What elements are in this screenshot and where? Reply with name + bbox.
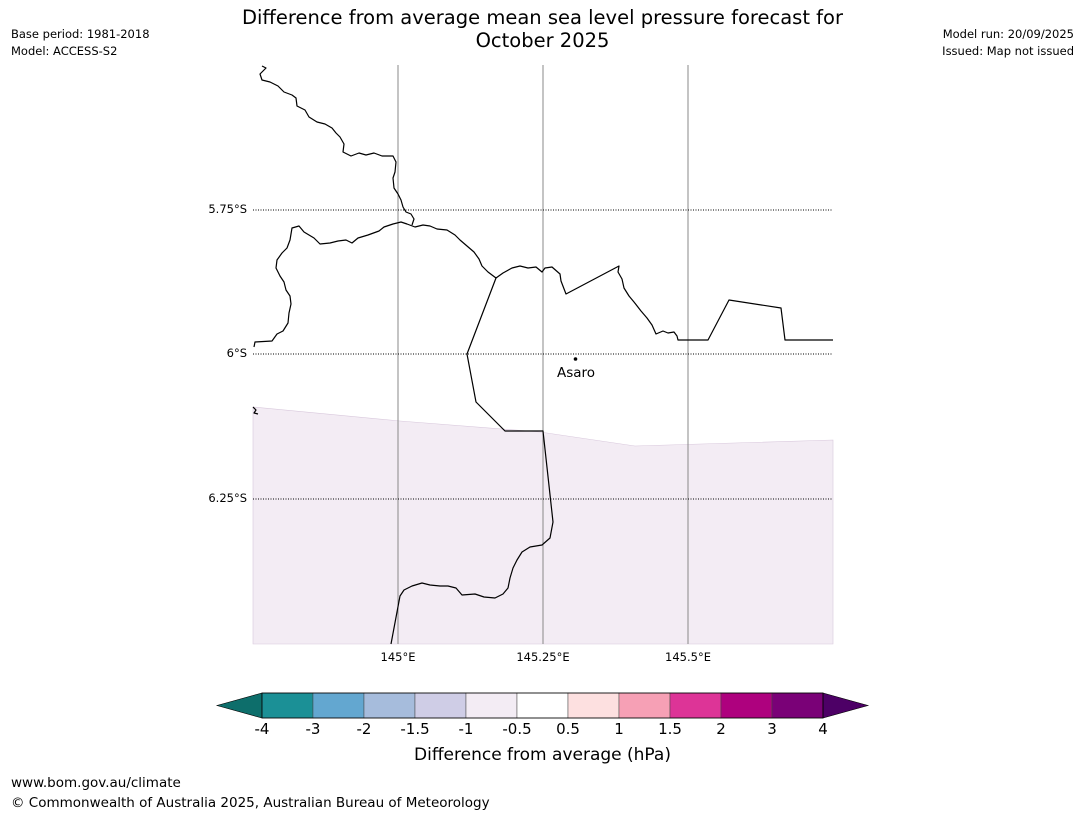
boundary-central — [253, 221, 833, 348]
lat-label-6s: 6°S — [226, 346, 247, 360]
map-title: Difference from average mean sea level p… — [0, 6, 1085, 52]
colorbar-swatch — [363, 692, 416, 719]
colorbar-swatch — [771, 692, 824, 719]
colorbar-tick-label: -4 — [254, 720, 270, 738]
asaro-marker — [573, 357, 578, 361]
coast-fragment — [252, 406, 259, 415]
colorbar-tick-label: 2 — [716, 720, 726, 738]
place-label-asaro: Asaro — [557, 365, 596, 381]
metadata-left: Base period: 1981-2018 Model: ACCESS-S2 — [11, 26, 150, 60]
lat-label-6-25s: 6.25°S — [208, 491, 247, 505]
colorbar-tick-label: -2 — [356, 720, 372, 738]
footer-url[interactable]: www.bom.gov.au/climate — [11, 775, 181, 791]
boundary-east-west — [390, 277, 554, 645]
colorbar-tick-label: -3 — [305, 720, 321, 738]
base-period: Base period: 1981-2018 — [11, 27, 150, 41]
colorbar-swatch — [516, 692, 569, 719]
colorbar-swatch — [465, 692, 518, 719]
colorbar-swatch — [669, 692, 722, 719]
colorbar — [215, 692, 870, 719]
colorbar-label: Difference from average (hPa) — [414, 745, 671, 765]
colorbar-tick-label: 1 — [614, 720, 624, 738]
colorbar-swatch — [720, 692, 773, 719]
colorbar-tick-label: 3 — [767, 720, 777, 738]
lon-label-145e: 145°E — [380, 650, 416, 664]
colorbar-tick-label: -1 — [458, 720, 474, 738]
colorbar-swatch — [261, 692, 314, 719]
colorbar-tick-label: 4 — [818, 720, 828, 738]
colorbar-tick-label: 0.5 — [556, 720, 580, 738]
map-area — [252, 65, 834, 645]
colorbar-swatch — [567, 692, 620, 719]
colorbar-tick-label: -1.5 — [400, 720, 430, 738]
title-line-1: Difference from average mean sea level p… — [242, 6, 843, 29]
colorbar-swatch — [618, 692, 671, 719]
colorbar-swatch — [312, 692, 365, 719]
issued-status: Issued: Map not issued — [942, 44, 1074, 58]
model-run: Model run: 20/09/2025 — [942, 27, 1074, 41]
colorbar-extend-low — [215, 692, 263, 719]
lon-label-145-25e: 145.25°E — [516, 650, 570, 664]
lon-label-145-5e: 145.5°E — [665, 650, 711, 664]
model-name: Model: ACCESS-S2 — [11, 44, 118, 58]
colorbar-extend-high — [822, 692, 870, 719]
footer-copyright: © Commonwealth of Australia 2025, Austra… — [11, 795, 490, 811]
colorbar-swatch — [414, 692, 467, 719]
boundary-northwest — [259, 65, 415, 226]
colorbar-tick-label: -0.5 — [502, 720, 532, 738]
colorbar-frame — [261, 692, 824, 719]
lat-label-5-75s: 5.75°S — [208, 202, 247, 216]
colorbar-tick-label: 1.5 — [658, 720, 682, 738]
title-line-2: October 2025 — [475, 29, 610, 52]
metadata-right: Model run: 20/09/2025 Issued: Map not is… — [942, 26, 1074, 60]
